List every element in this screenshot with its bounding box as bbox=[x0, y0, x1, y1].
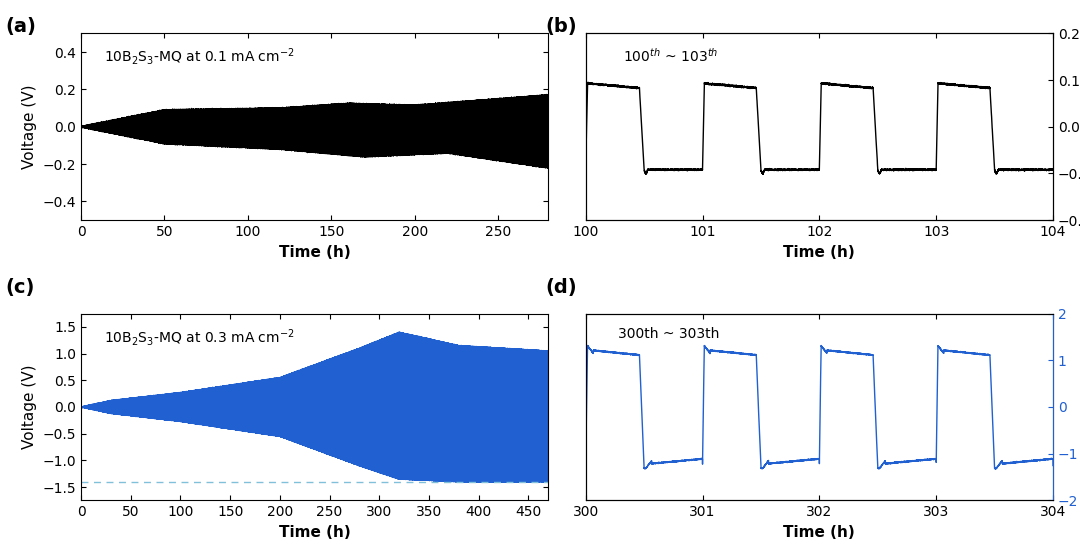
Text: (a): (a) bbox=[5, 17, 37, 36]
Text: 100$^{th}$ ~ 103$^{th}$: 100$^{th}$ ~ 103$^{th}$ bbox=[623, 47, 718, 64]
X-axis label: Time (h): Time (h) bbox=[783, 525, 855, 540]
X-axis label: Time (h): Time (h) bbox=[783, 245, 855, 260]
Text: 10B$_2$S$_3$-MQ at 0.1 mA cm$^{-2}$: 10B$_2$S$_3$-MQ at 0.1 mA cm$^{-2}$ bbox=[105, 47, 295, 67]
Y-axis label: Voltage (V): Voltage (V) bbox=[22, 365, 37, 449]
X-axis label: Time (h): Time (h) bbox=[279, 245, 351, 260]
X-axis label: Time (h): Time (h) bbox=[279, 525, 351, 540]
Text: (d): (d) bbox=[545, 278, 577, 297]
Text: (c): (c) bbox=[5, 278, 35, 297]
Text: 10B$_2$S$_3$-MQ at 0.3 mA cm$^{-2}$: 10B$_2$S$_3$-MQ at 0.3 mA cm$^{-2}$ bbox=[105, 327, 295, 348]
Y-axis label: Voltage (V): Voltage (V) bbox=[22, 85, 37, 169]
Text: (b): (b) bbox=[545, 17, 577, 36]
Text: 300th ~ 303th: 300th ~ 303th bbox=[619, 327, 719, 341]
